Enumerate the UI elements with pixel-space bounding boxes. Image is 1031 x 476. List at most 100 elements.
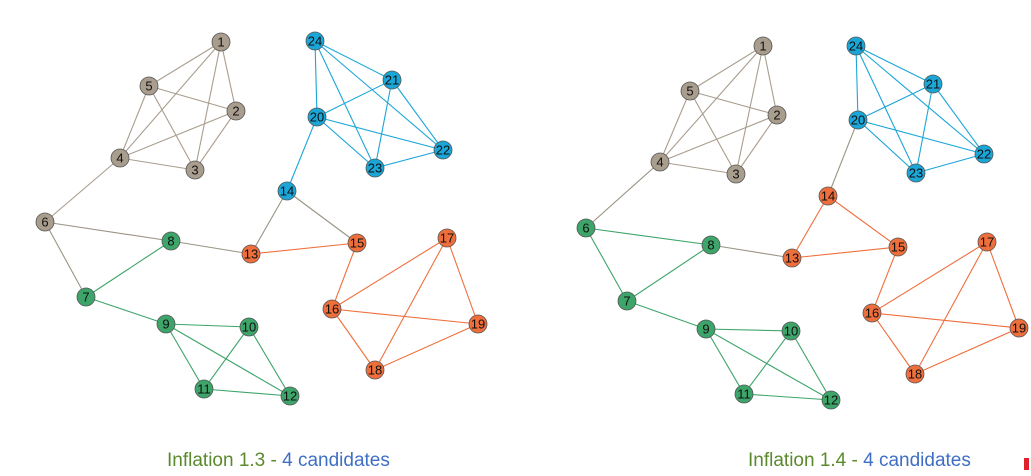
node-8: 8 [701, 235, 721, 255]
node-circle [322, 299, 342, 319]
edge-14-15 [827, 195, 899, 248]
edge-7-9 [85, 296, 167, 325]
node-11: 11 [734, 384, 754, 404]
node-18: 18 [905, 364, 925, 384]
node-label: 1 [759, 39, 766, 54]
edge-9-12 [705, 328, 832, 401]
edge-4-5 [119, 85, 150, 159]
edge-1-4 [119, 41, 222, 159]
edge-9-10 [705, 328, 792, 332]
node-label: 14 [280, 184, 294, 199]
node-label: 4 [116, 151, 123, 166]
node-label: 13 [785, 251, 799, 266]
edge-9-10 [165, 323, 250, 328]
caption-inflation-1-4: Inflation 1.4 - 4 candidates [748, 450, 971, 472]
node-circle [753, 36, 773, 56]
node-circle [347, 233, 367, 253]
node-circle [211, 32, 231, 52]
node-10: 10 [781, 321, 801, 341]
node-label: 3 [191, 163, 198, 178]
edge-3-4 [119, 157, 196, 171]
node-label: 13 [244, 247, 258, 262]
edge-13-15 [791, 246, 899, 259]
node-label: 1 [217, 35, 224, 50]
node-4: 4 [110, 148, 130, 168]
node-15: 15 [888, 237, 908, 257]
caption-label: Inflation 1.3 - [167, 450, 283, 471]
node-3: 3 [726, 164, 746, 184]
node-label: 2 [232, 104, 239, 119]
edge-18-19 [914, 327, 1020, 375]
node-20: 20 [848, 110, 868, 130]
edge-16-19 [331, 308, 479, 325]
edge-21-22 [391, 79, 444, 151]
edge-20-22 [316, 116, 444, 151]
edge-17-18 [374, 237, 448, 371]
node-label: 6 [582, 221, 589, 236]
edge-3-5 [148, 85, 196, 171]
node-label: 18 [368, 363, 382, 378]
node-circle [1009, 318, 1029, 338]
node-circle [782, 248, 802, 268]
edge-3-4 [659, 161, 737, 175]
node-23: 23 [906, 163, 926, 183]
node-label: 9 [162, 317, 169, 332]
node-label: 20 [310, 110, 324, 125]
edge-2-5 [689, 90, 778, 116]
node-label: 23 [368, 161, 382, 176]
edge-21-24 [314, 40, 393, 81]
node-14: 14 [818, 186, 838, 206]
edge-6-7 [585, 227, 628, 302]
node-circle [821, 390, 841, 410]
node-label: 19 [1012, 321, 1026, 336]
node-1: 1 [753, 36, 773, 56]
node-10: 10 [239, 317, 259, 337]
edge-2-3 [735, 114, 778, 175]
node-16: 16 [862, 303, 882, 323]
node-label: 8 [167, 234, 174, 249]
node-circle [139, 76, 159, 96]
node-19: 19 [468, 314, 488, 334]
edge-group [585, 45, 1020, 401]
node-circle [76, 287, 96, 307]
node-label: 9 [702, 322, 709, 337]
node-circle [226, 101, 246, 121]
edge-2-5 [148, 85, 237, 112]
node-label: 15 [350, 236, 364, 251]
edge-18-19 [374, 323, 479, 371]
node-circle [923, 74, 943, 94]
node-21: 21 [382, 70, 402, 90]
node-21: 21 [923, 74, 943, 94]
edge-23-24 [314, 40, 376, 169]
edge-14-20 [827, 119, 859, 197]
edge-20-23 [316, 116, 376, 169]
node-label: 5 [145, 79, 152, 94]
red-corner-mark [1024, 458, 1029, 470]
node-circle [280, 386, 300, 406]
edge-4-6 [44, 157, 121, 223]
node-circle [277, 181, 297, 201]
node-9: 9 [156, 314, 176, 334]
edge-21-23 [374, 79, 393, 169]
edge-20-24 [314, 40, 318, 118]
edge-9-11 [165, 323, 205, 390]
node-label: 3 [732, 167, 739, 182]
node-circle [239, 317, 259, 337]
node-label: 10 [242, 320, 256, 335]
edge-6-7 [44, 221, 87, 298]
edge-17-18 [914, 241, 988, 375]
node-6: 6 [35, 212, 55, 232]
node-11: 11 [194, 379, 214, 399]
edge-8-13 [710, 244, 793, 259]
edge-1-5 [689, 45, 764, 92]
edge-9-12 [165, 323, 291, 397]
node-label: 7 [82, 290, 89, 305]
node-circle [846, 36, 866, 56]
node-label: 6 [41, 215, 48, 230]
node-circle [767, 105, 787, 125]
node-circle [185, 160, 205, 180]
edge-21-24 [855, 45, 934, 85]
